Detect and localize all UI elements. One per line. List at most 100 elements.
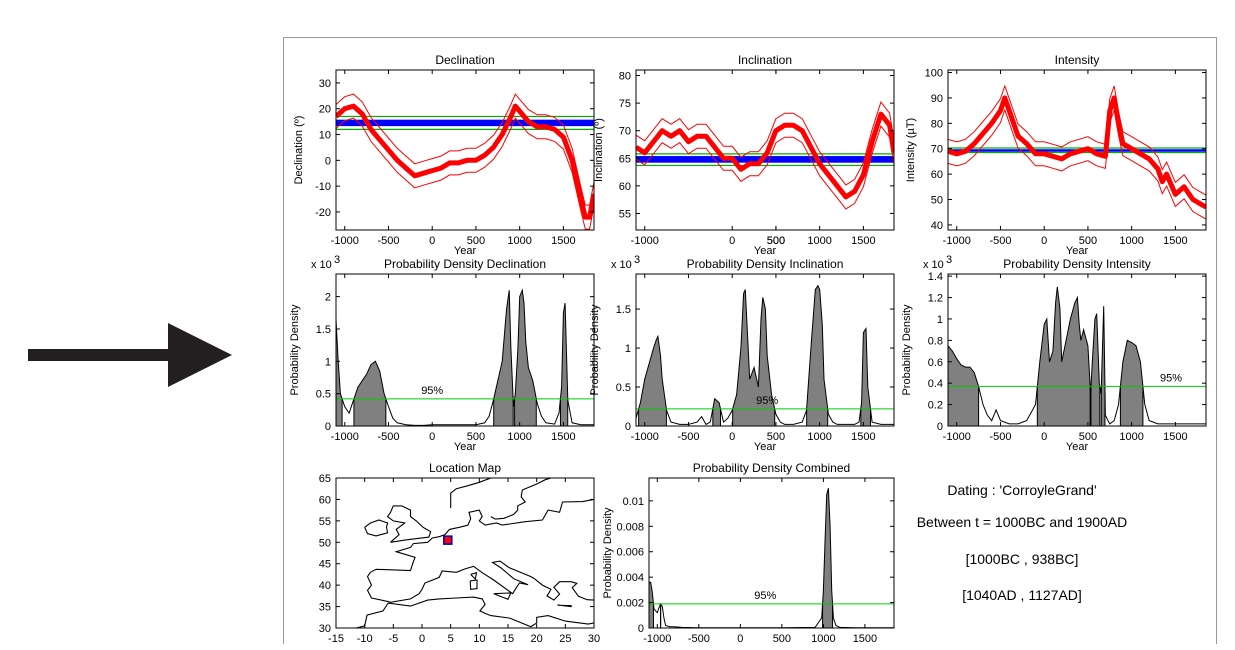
map-ytick-label-0: 30 xyxy=(319,623,331,635)
arrow-shaft xyxy=(28,349,173,361)
intensity-lower-envelope xyxy=(948,108,1206,220)
incl-density-hpd-region-0 xyxy=(638,336,667,426)
combined-title: Probability Density Combined xyxy=(693,461,850,475)
decl-density-threshold-label: 95% xyxy=(421,385,443,397)
decl-density-xtick-label-2: 0 xyxy=(429,431,435,443)
decl-density-frame xyxy=(335,273,595,427)
intensity-ytick-label-5: 90 xyxy=(931,93,943,105)
decl-density-hpd-region-3 xyxy=(514,290,537,426)
incl-density-xtick-label-1: -500 xyxy=(677,431,699,443)
intensity-ytick-label-2: 60 xyxy=(931,169,943,181)
intensity-density-plot: 95% -1000 -500 0 500 1000 1500 0 0.2 0.4 0.6 0.8 1 1.… xyxy=(901,254,1207,453)
combined-ytick-label-5: 0.01 xyxy=(623,496,644,508)
combined-ytick-label-2: 0.004 xyxy=(616,572,644,584)
inclination-xtick-label-5: 1500 xyxy=(851,235,875,247)
decl-density-ylabel: Probability Density xyxy=(289,304,301,396)
map-ytick-label-6: 60 xyxy=(319,494,331,506)
declination-xtick-label-5: 1500 xyxy=(551,235,575,247)
inten-density-xlabel: Year xyxy=(1066,441,1089,453)
map-coastline-1 xyxy=(386,505,432,543)
combined-hpd-region-2 xyxy=(822,488,833,628)
map-xtick-label-3: 0 xyxy=(419,633,425,645)
inclination-ytick-label-3: 70 xyxy=(619,126,631,138)
incl-density-xtick-label-4: 1000 xyxy=(807,431,831,443)
inclination-frame xyxy=(635,69,895,231)
intensity-xlabel: Year xyxy=(1066,245,1089,257)
combined-ytick-label-4: 0.008 xyxy=(616,521,644,533)
map-xtick-label-8: 25 xyxy=(559,633,571,645)
dating-range: Between t = 1000BC and 1900AD xyxy=(917,514,1128,530)
dating-title: Dating : 'CorroyleGrand' xyxy=(947,482,1096,498)
inten-density-ytick-label-6: 1.2 xyxy=(928,293,943,305)
inclination-ytick-label-0: 55 xyxy=(619,208,631,220)
incl-density-xtick-label-3: 500 xyxy=(767,431,785,443)
decl-density-ytick-label-3: 1.5 xyxy=(316,324,331,336)
inten-density-xtick-label-0: -1000 xyxy=(943,431,971,443)
combined-plot-area: 95% xyxy=(649,488,894,628)
intensity-ylabel: Intensity (µT) xyxy=(905,118,917,182)
incl-density-xtick-label-0: -1000 xyxy=(631,431,659,443)
combined-hpd-region-0 xyxy=(649,582,654,628)
declination-curve xyxy=(336,103,594,220)
map-plot-area xyxy=(353,478,594,628)
combined-threshold-label: 95% xyxy=(754,590,776,602)
map-site-marker xyxy=(443,535,453,545)
incl-density-hpd-region-3 xyxy=(806,285,828,426)
intensity-xtick-label-2: 0 xyxy=(1041,235,1047,247)
intensity-title: Intensity xyxy=(1055,53,1100,67)
map-ytick-label-4: 50 xyxy=(319,537,331,549)
inten-density-xtick-label-1: -500 xyxy=(989,431,1011,443)
decl-density-ytick-label-0: 0 xyxy=(325,421,331,433)
map-coastline-6 xyxy=(353,596,594,628)
map-xtick-label-2: -5 xyxy=(388,633,398,645)
decl-density-xtick-label-5: 1500 xyxy=(551,431,575,443)
inclination-lower-envelope xyxy=(636,125,894,210)
map-coastline-10 xyxy=(557,604,572,608)
inclination-upper-envelope xyxy=(636,101,894,186)
declination-plot-area xyxy=(336,93,594,230)
incl-density-ytick-label-2: 1 xyxy=(625,343,631,355)
decl-density-density-curve xyxy=(336,288,594,426)
intensity-ytick-label-3: 70 xyxy=(931,144,943,156)
map-xtick-label-9: 30 xyxy=(588,633,600,645)
decl-density-xtick-label-4: 1000 xyxy=(507,431,531,443)
inten-density-ylabel: Probability Density xyxy=(901,304,913,396)
inclination-xtick-label-0: -1000 xyxy=(631,235,659,247)
declination-xtick-label-2: 0 xyxy=(429,235,435,247)
inten-density-hpd-region-4 xyxy=(1120,340,1143,426)
decl-density-ytick-label-2: 1 xyxy=(325,356,331,368)
arrow-head xyxy=(168,323,232,387)
declination-lower-envelope xyxy=(336,117,594,230)
incl-density-threshold-label: 95% xyxy=(756,395,778,407)
declination-xlabel: Year xyxy=(454,245,477,257)
inten-density-ytick-label-4: 0.8 xyxy=(928,335,943,347)
map-coastline-9 xyxy=(470,571,478,581)
intensity-ytick-label-0: 40 xyxy=(931,220,943,232)
inclination-curve xyxy=(636,111,894,200)
inten-density-ytick-label-2: 0.4 xyxy=(928,378,943,390)
map-ytick-label-7: 65 xyxy=(319,473,331,485)
inclination-plot-area xyxy=(636,101,894,210)
combined-xtick-label-3: 500 xyxy=(773,633,791,645)
map-coastline-2 xyxy=(370,498,594,573)
decl-density-hpd-region-2 xyxy=(493,290,514,426)
dating-interval-2: [1040AD , 1127AD] xyxy=(962,587,1082,603)
combined-ytick-label-1: 0.002 xyxy=(616,598,644,610)
declination-band xyxy=(336,119,594,127)
incl-density-hpd-region-2 xyxy=(732,289,775,426)
figure-canvas: -1000 -500 0 500 1000 1500-20-100102030Declin… xyxy=(289,53,1207,645)
decl-density-yexponent-power: 3 xyxy=(334,254,340,266)
map-coastline-0 xyxy=(364,519,389,537)
declination-ylabel: Declination (º) xyxy=(293,116,305,185)
declination-xtick-label-3: 500 xyxy=(467,235,485,247)
declination-xtick-label-1: -500 xyxy=(377,235,399,247)
inten-density-yexponent: x 10 xyxy=(923,259,944,271)
combined-ylabel: Probability Density xyxy=(602,507,614,599)
map-coastline-4 xyxy=(490,478,552,520)
declination-frame xyxy=(335,69,595,231)
declination-ytick-label-3: 10 xyxy=(319,130,331,142)
incl-density-xlabel: Year xyxy=(754,441,777,453)
map-title: Location Map xyxy=(429,461,501,475)
dating-info: Dating : 'CorroyleGrand' Between t = 100… xyxy=(917,482,1128,603)
